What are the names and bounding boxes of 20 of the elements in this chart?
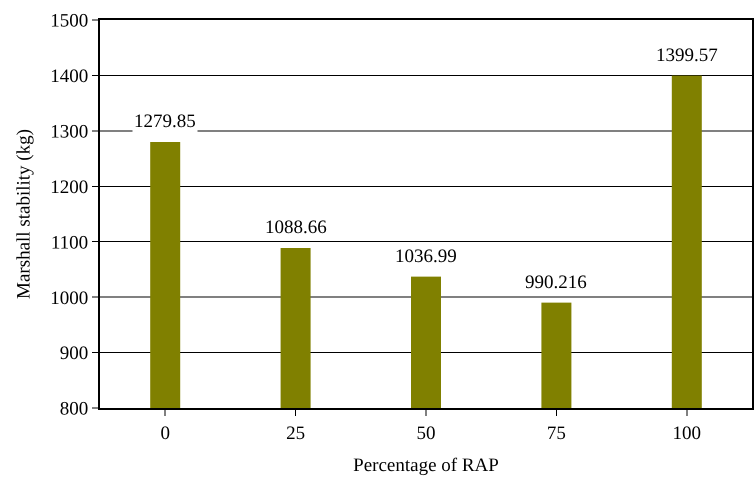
y-tick-label: 800: [60, 398, 88, 420]
y-tick-label: 1400: [50, 66, 88, 88]
x-tick-label: 25: [286, 422, 306, 444]
data-label: 990.216: [525, 272, 587, 293]
x-tick-label: 75: [546, 422, 566, 444]
y-tick-label: 1100: [50, 232, 88, 254]
y-tick-label: 900: [60, 343, 88, 364]
data-label: 1088.66: [265, 217, 327, 238]
y-tick-label: 1000: [50, 288, 88, 309]
data-label: 1036.99: [395, 246, 457, 267]
y-axis-title: Marshall stability (kg): [14, 129, 35, 299]
y-tick-label: 1200: [50, 176, 88, 198]
x-tick-label: 50: [416, 422, 436, 444]
y-tick-label: 1500: [50, 10, 88, 32]
x-axis-title: Percentage of RAP: [353, 455, 499, 476]
y-tick-label: 1300: [50, 122, 88, 143]
data-label: 1399.57: [656, 45, 718, 66]
x-tick-label: 100: [672, 422, 702, 444]
x-tick-label: 0: [160, 422, 170, 444]
data-label: 1279.85: [134, 111, 196, 132]
